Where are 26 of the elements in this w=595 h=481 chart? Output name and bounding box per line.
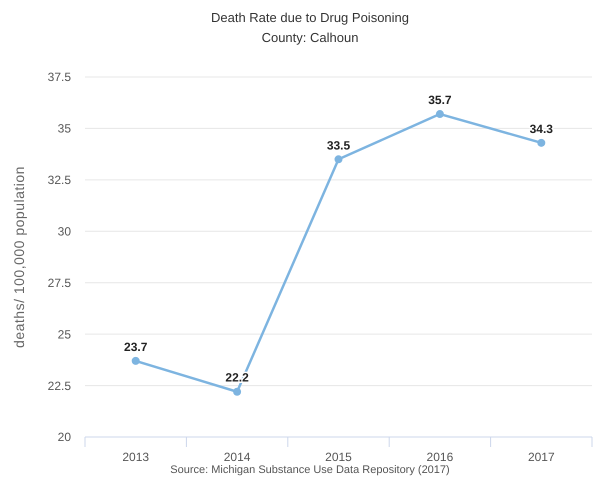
y-tick-label: 35	[58, 122, 72, 136]
x-tick-label: 2015	[325, 450, 352, 464]
y-tick-label: 20	[58, 430, 72, 444]
y-tick-label: 27.5	[48, 276, 72, 290]
point	[436, 110, 444, 118]
data-label: 34.3	[530, 122, 554, 136]
point	[537, 138, 546, 147]
source-note: Source: Michigan Substance Use Data Repository (2017)	[170, 464, 450, 476]
x-tick-label: 2013	[122, 450, 150, 464]
x-tick-label: 2014	[224, 450, 251, 464]
x-tick-label: 2016	[426, 450, 454, 464]
y-axis-title: deaths/ 100,000 population	[11, 166, 27, 348]
data-label: 33.5	[326, 138, 350, 152]
point	[334, 155, 342, 164]
y-tick-label: 32.5	[48, 173, 72, 188]
y-tick-label: 22.5	[48, 378, 72, 393]
chart-title: Death Rate due to Drug Poisoning	[210, 10, 410, 25]
chart-subtitle: County: Calhoun	[262, 30, 358, 45]
x-tick-label: 2017	[528, 450, 555, 464]
point	[132, 356, 140, 365]
y-tick-label: 25	[58, 327, 72, 342]
point	[233, 388, 242, 396]
data-label: 23.7	[124, 340, 148, 354]
data-label: 35.7	[428, 93, 452, 108]
y-tick-label: 37.5	[48, 70, 72, 84]
y-tick-label: 30	[58, 224, 72, 238]
